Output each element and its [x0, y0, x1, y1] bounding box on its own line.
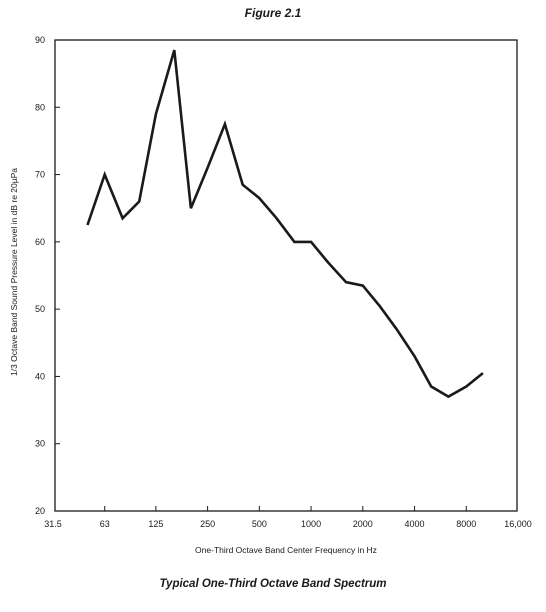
series-layer: [86, 49, 484, 399]
x-tick-label: 8000: [456, 519, 476, 529]
figure-caption: Typical One-Third Octave Band Spectrum: [159, 578, 387, 590]
series-line: [86, 49, 484, 399]
x-tick-label: 250: [200, 519, 215, 529]
x-tick-label: 16,000: [504, 519, 532, 529]
x-axis-title: One-Third Octave Band Center Frequency i…: [195, 545, 377, 555]
y-tick-label: 50: [35, 304, 45, 314]
plot-area-frame: [54, 39, 518, 512]
x-tick-label: 1000: [301, 519, 321, 529]
x-axis-ticks: 31.5 63 125 250 500 1000 2000 4000 8000 16,000: [44, 506, 532, 529]
y-axis-ticks: 20 30 40 50 60 70 80 90: [35, 35, 60, 516]
figure-label: Figure 2.1: [244, 6, 302, 20]
x-tick-label: 125: [148, 519, 163, 529]
y-axis-title: 1/3 Octave Band Sound Pressure Level in …: [9, 168, 19, 376]
x-tick-label: 63: [100, 519, 110, 529]
y-tick-label: 20: [35, 506, 45, 516]
x-tick-label: 2000: [353, 519, 373, 529]
x-tick-label: 31.5: [44, 519, 62, 529]
y-tick-label: 60: [35, 237, 45, 247]
x-tick-label: 500: [252, 519, 267, 529]
y-tick-label: 80: [35, 102, 45, 112]
y-tick-label: 70: [35, 170, 45, 180]
y-tick-label: 30: [35, 439, 45, 449]
y-tick-label: 90: [35, 35, 45, 45]
x-tick-label: 4000: [405, 519, 425, 529]
y-tick-label: 40: [35, 371, 45, 381]
